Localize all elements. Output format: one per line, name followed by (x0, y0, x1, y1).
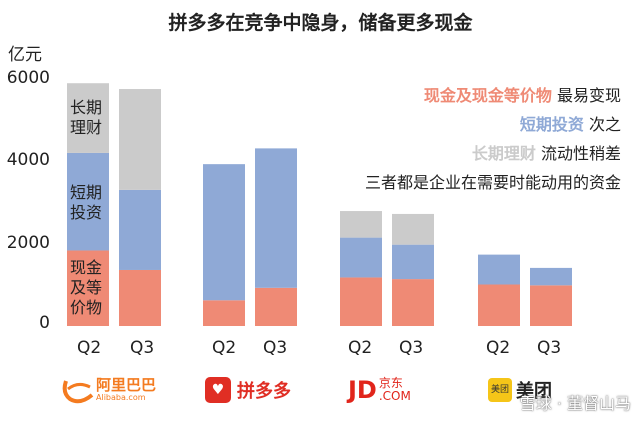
bar-segment (340, 277, 382, 326)
legend-text: 流动性稍差 (535, 144, 621, 163)
meituan-app-icon: 美团 (488, 378, 512, 402)
legend-text: 次之 (583, 115, 621, 134)
bar-segment (392, 279, 434, 326)
jd-name: JD (348, 376, 377, 404)
meituan-name: 美团 (516, 381, 552, 402)
segment-label-long-term: 长期 理财 (70, 98, 103, 137)
bar-segment (67, 250, 109, 326)
jd-cn: 京东 (378, 376, 403, 390)
bar-segment (478, 284, 520, 326)
bar-segment (119, 269, 161, 326)
x-tick-label: Q3 (263, 338, 288, 358)
x-tick-label: Q2 (348, 338, 373, 358)
y-tick-label: 6000 (6, 68, 50, 88)
pdd-logo: ♥ 拼多多 (205, 372, 291, 408)
y-tick-label: 2000 (6, 233, 50, 253)
x-tick-label: Q3 (537, 338, 562, 358)
bar-segment (119, 189, 161, 270)
pdd-name: 拼多多 (237, 381, 291, 402)
jd-sub: .COM (378, 389, 411, 403)
legend-note: 三者都是企业在需要时能动用的资金 (365, 169, 621, 193)
x-tick-label: Q3 (130, 338, 155, 358)
legend-highlight: 现金及现金等价物 (423, 86, 552, 105)
bar-segment (392, 213, 434, 245)
x-tick-label: Q2 (486, 338, 511, 358)
alibaba-sub: Alibaba.com (96, 393, 146, 402)
segment-label-short-term: 短期 投资 (70, 183, 103, 222)
x-tick-label: Q2 (77, 338, 102, 358)
x-tick-label: Q2 (212, 338, 237, 358)
legend-note-text: 三者都是企业在需要时能动用的资金 (364, 173, 621, 192)
legend-text: 最易变现 (551, 86, 621, 105)
legend-item-short-term: 短期投资 次之 (520, 111, 621, 135)
jd-logo: JD 京东 .COM (348, 372, 411, 408)
meituan-logo: 美团 美团 (488, 372, 552, 408)
bar-segment (530, 267, 572, 286)
bar-segment (67, 152, 109, 251)
bar-segment (392, 244, 434, 280)
chart-title: 拼多多在竞争中隐身，储备更多现金 (168, 12, 473, 34)
bar-segment (530, 285, 572, 326)
bar-segment (255, 287, 297, 326)
x-tick-label: Q3 (399, 338, 424, 358)
pdd-heart-icon: ♥ (205, 377, 231, 403)
alibaba-logo: 阿里巴巴 Alibaba.com (62, 372, 156, 408)
alibaba-name: 阿里巴巴 (96, 376, 157, 394)
y-axis-unit: 亿元 (8, 45, 42, 65)
bar-segment (478, 254, 520, 285)
segment-label-cash: 现金 及等 价物 (70, 258, 103, 317)
legend-item-cash: 现金及现金等价物 最易变现 (424, 82, 621, 106)
alibaba-smile-icon (62, 380, 94, 404)
bar-segment (340, 237, 382, 278)
legend-item-long-term: 长期理财 流动性稍差 (472, 140, 621, 164)
legend-highlight: 短期投资 (519, 115, 584, 134)
bar-segment (340, 211, 382, 238)
legend-highlight: 长期理财 (471, 144, 536, 163)
bar-segment (203, 164, 245, 301)
bar-segment (67, 83, 109, 153)
watermark: 雪球 · 董督山马 (519, 394, 631, 413)
bar-segment (255, 148, 297, 288)
y-tick-label: 4000 (6, 150, 50, 170)
y-tick-label: 0 (39, 313, 50, 333)
bar-segment (203, 300, 245, 326)
bar-segment (119, 89, 161, 190)
